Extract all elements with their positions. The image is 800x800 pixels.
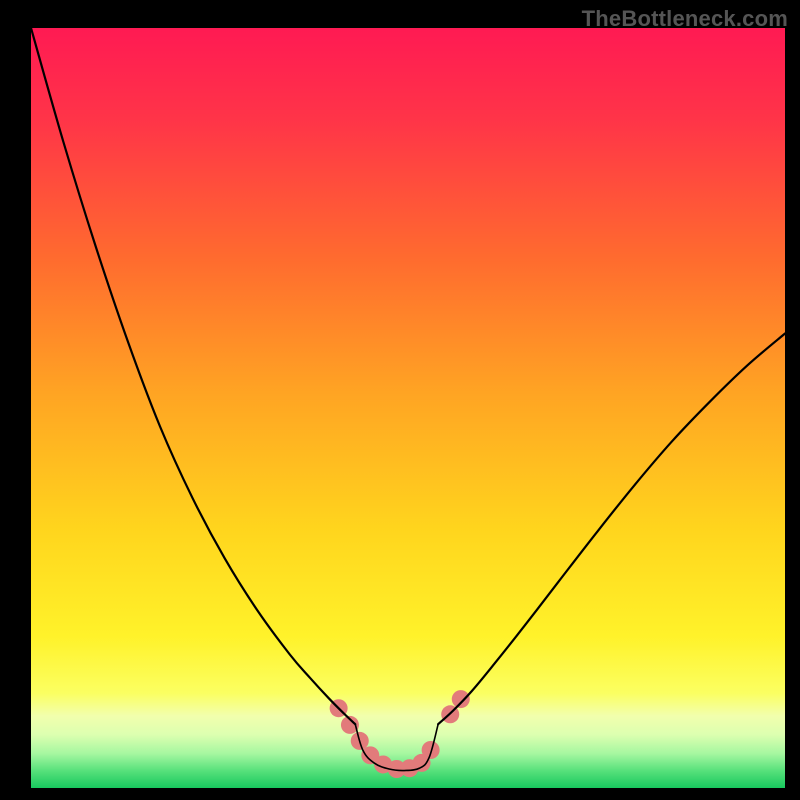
figure-canvas: TheBottleneck.com xyxy=(0,0,800,800)
gradient-background-rect xyxy=(31,28,785,788)
watermark-text: TheBottleneck.com xyxy=(582,6,788,32)
plot-area xyxy=(31,28,785,788)
trough-marker xyxy=(452,690,470,708)
trough-marker xyxy=(422,741,440,759)
plot-svg xyxy=(31,28,785,788)
